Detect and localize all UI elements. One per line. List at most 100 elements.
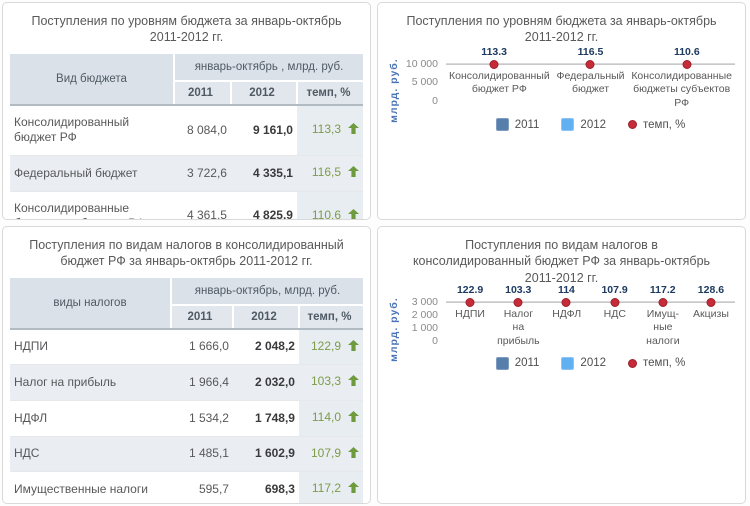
category-label: Консолидированные бюджеты субъектов РФ — [631, 69, 732, 109]
up-arrow-icon — [348, 482, 359, 498]
legend-item-2012: 2012 — [561, 118, 607, 132]
value-2011: 8 084,0 — [173, 104, 231, 157]
category-label: Консолидированный бюджет РФ — [449, 69, 550, 96]
legend-dot-icon — [628, 358, 638, 368]
rate-dot — [561, 297, 571, 307]
legend-label: 2011 — [514, 118, 540, 131]
y-tick-label: 3 000 — [411, 295, 438, 308]
table-row: НДС 1 485,1 1 602,9 107,9 — [10, 436, 363, 473]
value-2012: 4 335,1 — [230, 155, 297, 192]
tax-type-header: виды налогов — [10, 277, 171, 330]
rate-cell: 122,9 — [298, 328, 363, 366]
value-2012: 2 032,0 — [232, 364, 299, 402]
tax-subheader-row: 2011 2012 темп, % — [10, 303, 363, 330]
plot-area: 113.3 116.5 110.6 — [446, 46, 735, 69]
rate-dot — [465, 297, 475, 307]
category-label: НДФЛ — [552, 307, 582, 320]
up-arrow-icon — [348, 123, 359, 139]
y-tick-label: 2 000 — [411, 308, 438, 321]
rate-dot — [513, 297, 523, 307]
column-rate: темп, % — [295, 79, 363, 106]
legend-label: 2011 — [514, 357, 540, 370]
chart-legend: 2011 2012 темп, % — [446, 356, 735, 370]
table-row: Федеральный бюджет 3 722,6 4 335,1 116,5 — [10, 155, 363, 192]
value-2012: 698,3 — [232, 471, 299, 503]
value-2012: 2 048,2 — [232, 328, 299, 366]
rate-label: 110.6 — [673, 45, 700, 58]
rate-label: 114 — [557, 283, 575, 296]
column-2012: 2012 — [229, 79, 297, 106]
rate-label: 117.2 — [649, 283, 676, 296]
legend-item-2012: 2012 — [561, 356, 607, 370]
rate-cell: 107,9 — [298, 436, 363, 473]
row-label: НДПИ — [10, 328, 171, 366]
y-tick-label: 10 000 — [405, 57, 438, 70]
category-label: Акцизы — [693, 307, 729, 320]
category-axis: НДПИ Налог на прибыль НДФЛ НДС Имущ- ные нал… — [446, 308, 735, 349]
row-label: Консолидированный бюджет РФ — [10, 104, 174, 157]
up-arrow-icon — [348, 375, 359, 391]
legend-label: 2012 — [580, 357, 607, 370]
column-2011: 2011 — [169, 303, 233, 330]
table-row: НДФЛ 1 534,2 1 748,9 114,0 — [10, 400, 363, 437]
column-2011: 2011 — [172, 79, 231, 106]
up-arrow-icon — [348, 339, 359, 356]
up-arrow-icon — [348, 411, 359, 427]
value-2011: 4 361,5 — [173, 191, 231, 219]
table-row: Имущественные налоги 595,7 698,3 117,2 — [10, 471, 363, 503]
rate-label: 122.9 — [456, 283, 484, 296]
value-2011: 595,7 — [170, 471, 233, 503]
rate-dot — [610, 297, 620, 307]
category-label: Федеральный бюджет — [556, 69, 625, 96]
table-row: Консолидированные бюджеты субъектов РФ4 … — [10, 191, 363, 219]
y-tick-label: 1 000 — [411, 322, 438, 335]
budget_table-body: Консолидированный бюджет РФ 8 084,0 9 161,… — [10, 104, 363, 219]
value-2011: 1 534,2 — [170, 400, 233, 437]
rate-cell: 110,6 — [296, 191, 363, 219]
value-2011: 1 485,1 — [170, 436, 233, 473]
legend-label: темп, % — [643, 357, 686, 370]
gridline — [446, 300, 735, 302]
column-2012: 2012 — [231, 303, 299, 330]
legend-swatch-icon — [561, 118, 575, 132]
rate-label: 107.9 — [601, 283, 628, 296]
up-arrow-icon — [348, 166, 359, 182]
plot-area: 122.9 103.3 114 107.9 117.2 128.6 — [446, 284, 735, 307]
budget-table: Вид бюджета январь-октябрь , млрд. руб. … — [10, 53, 363, 219]
rate-cell: 103,3 — [298, 364, 363, 402]
value-2012: 4 825,9 — [230, 191, 297, 219]
value-2012: 1 748,9 — [232, 400, 299, 437]
rate-value: 116,5 — [311, 165, 341, 180]
rate-dot — [706, 297, 716, 307]
table-row: Консолидированный бюджет РФ 8 084,0 9 161,… — [10, 104, 363, 157]
row-label: Консолидированные бюджеты субъектов РФ — [10, 191, 174, 219]
value-2011: 1 666,0 — [170, 328, 233, 366]
tax-table-title: Поступления по видам налогов в консолиди… — [29, 238, 344, 269]
row-label: НДФЛ — [10, 400, 171, 437]
legend-swatch-icon — [561, 356, 575, 370]
y-axis-label: млрд. руб. — [388, 297, 400, 363]
y-axis-ticks: 0 5 000 10 000 — [404, 58, 446, 108]
column-rate: темп, % — [297, 303, 363, 330]
value-2012: 1 602,9 — [232, 436, 299, 473]
up-arrow-icon — [348, 446, 359, 463]
tax-period-header: январь-октябрь, млрд. руб. — [169, 277, 363, 305]
table-row: НДПИ 1 666,0 2 048,2 122,9 — [10, 328, 363, 366]
rate-cell: 114,0 — [298, 400, 363, 437]
y-tick-label: 5 000 — [411, 76, 438, 89]
budget-chart-title: Поступления по уровням бюджета за январь… — [406, 14, 717, 45]
rate-cell: 116,5 — [296, 155, 363, 192]
rate-cell: 117,2 — [298, 471, 363, 503]
legend-swatch-icon — [495, 356, 509, 370]
value-2011: 1 966,4 — [170, 364, 233, 402]
legend-label: 2012 — [580, 118, 607, 131]
rate-dot — [489, 59, 499, 69]
budget-table-title: Поступления по уровням бюджета за январь… — [31, 14, 342, 45]
value-2011: 3 722,6 — [173, 155, 231, 192]
panel-budget-table: Поступления по уровням бюджета за январь… — [2, 2, 371, 220]
panel-budget-chart: Поступления по уровням бюджета за январь… — [377, 2, 746, 220]
chart-legend: 2011 2012 темп, % — [446, 118, 735, 132]
y-tick-label: 0 — [432, 335, 438, 348]
